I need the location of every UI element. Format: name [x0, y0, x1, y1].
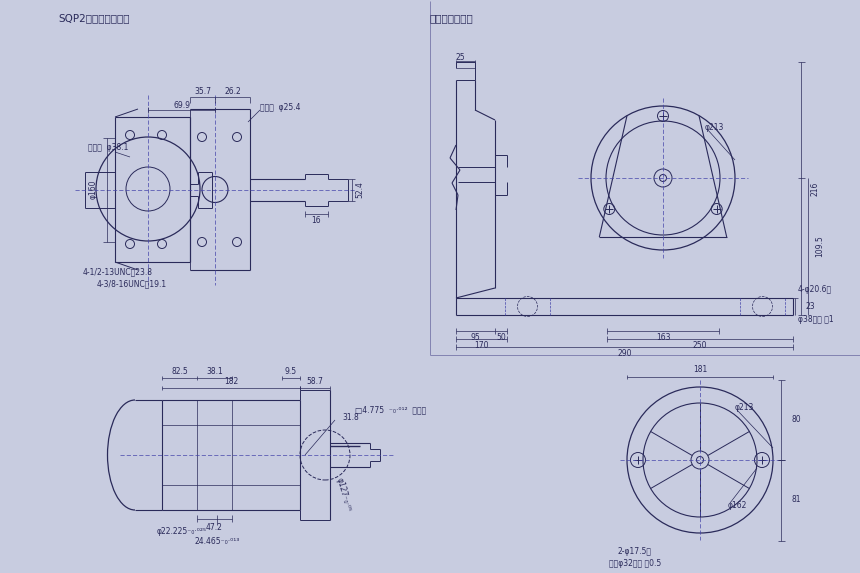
Text: 4-φ20.6孔: 4-φ20.6孔 — [798, 285, 832, 295]
Text: 23: 23 — [805, 302, 814, 311]
Text: φ213: φ213 — [705, 124, 724, 132]
Text: 290: 290 — [617, 350, 632, 359]
Text: 25: 25 — [455, 53, 464, 61]
Text: □4.775  ⁻₀·⁰¹²  平行键: □4.775 ⁻₀·⁰¹² 平行键 — [355, 406, 427, 414]
Text: 50: 50 — [496, 333, 506, 343]
Text: 69.9: 69.9 — [173, 100, 190, 109]
Text: φ162: φ162 — [728, 500, 747, 509]
Text: 47.2: 47.2 — [206, 523, 223, 532]
Text: 81: 81 — [791, 496, 801, 504]
Text: 4-1/2-13UNC淲23.8: 4-1/2-13UNC淲23.8 — [83, 268, 153, 277]
Text: φ160: φ160 — [89, 180, 97, 199]
Text: 35.7: 35.7 — [194, 87, 211, 96]
Text: 吸油口  φ38.1: 吸油口 φ38.1 — [88, 143, 128, 152]
Text: 26.2: 26.2 — [224, 87, 241, 96]
Text: 182: 182 — [224, 376, 238, 386]
Text: 250: 250 — [693, 342, 707, 351]
Text: 80: 80 — [791, 415, 801, 425]
Text: 排油口  φ25.4: 排油口 φ25.4 — [260, 103, 300, 112]
Text: SQP2（法兰安装型）: SQP2（法兰安装型） — [58, 13, 130, 23]
Text: 9.5: 9.5 — [285, 367, 297, 375]
Text: 4-3/8-16UNC淲19.1: 4-3/8-16UNC淲19.1 — [97, 280, 167, 288]
Text: 31.8: 31.8 — [342, 413, 359, 422]
Text: 181: 181 — [693, 366, 707, 375]
Text: 109.5: 109.5 — [815, 236, 824, 257]
Text: 82.5: 82.5 — [171, 367, 187, 375]
Text: 2-φ17.5孔: 2-φ17.5孔 — [618, 547, 652, 555]
Text: φ38沉孔 淲1: φ38沉孔 淲1 — [798, 315, 833, 324]
Text: 背面φ32沉孔 淲0.5: 背面φ32沉孔 淲0.5 — [609, 559, 661, 567]
Text: 95: 95 — [470, 333, 481, 343]
Text: 52.4: 52.4 — [355, 181, 365, 198]
Text: 58.7: 58.7 — [306, 376, 323, 386]
Text: 170: 170 — [474, 342, 488, 351]
Text: φ22.225⁻₀·⁰²⁵: φ22.225⁻₀·⁰²⁵ — [157, 528, 207, 536]
Text: 24.465⁻₀·⁰¹³: 24.465⁻₀·⁰¹³ — [194, 537, 240, 547]
Text: 16: 16 — [311, 216, 322, 225]
Text: 216: 216 — [811, 181, 820, 196]
Text: φ213: φ213 — [735, 403, 754, 413]
Text: 38.1: 38.1 — [206, 367, 223, 375]
Text: φ127⁻₀·⁰⁵: φ127⁻₀·⁰⁵ — [335, 477, 353, 513]
Text: （脚架安装型）: （脚架安装型） — [430, 13, 474, 23]
Text: 163: 163 — [655, 333, 670, 343]
